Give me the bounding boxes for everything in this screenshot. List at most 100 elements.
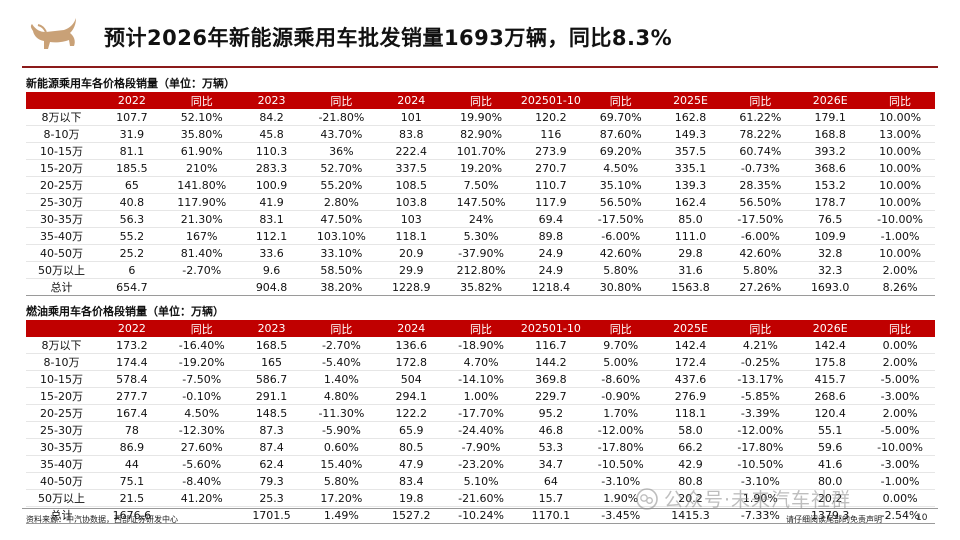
nev-col-header: 同比 bbox=[306, 92, 377, 109]
table-cell: 9.70% bbox=[585, 337, 656, 354]
table-cell: 61.90% bbox=[166, 142, 237, 160]
table-cell: 32.3 bbox=[795, 261, 866, 279]
row-label: 10-15万 bbox=[26, 370, 97, 388]
table-cell: 83.8 bbox=[376, 125, 447, 143]
table-row: 8万以下 173.2 -16.40% 168.5 -2.70% 136.6 -18.90% 1… bbox=[26, 337, 935, 354]
table-cell: -11.30% bbox=[306, 404, 377, 422]
table-cell: 80.0 bbox=[795, 472, 866, 490]
table-cell: -0.10% bbox=[166, 387, 237, 405]
table-cell: 20.2 bbox=[795, 489, 866, 507]
table-cell: 1228.9 bbox=[376, 278, 447, 296]
table-cell: 10.00% bbox=[865, 109, 935, 126]
table-cell: 103.10% bbox=[306, 227, 377, 245]
table-cell: 34.7 bbox=[515, 455, 586, 473]
table-cell: 15.40% bbox=[306, 455, 377, 473]
table-cell: -17.80% bbox=[585, 438, 656, 456]
table-row: 10-15万 81.1 61.90% 110.3 36% 222.4 101.70% 273.… bbox=[26, 142, 935, 160]
table-cell: 117.9 bbox=[515, 193, 586, 211]
table-cell: 1218.4 bbox=[515, 278, 586, 296]
table-cell: 15.7 bbox=[515, 489, 586, 507]
table-cell: 35.80% bbox=[166, 125, 237, 143]
table-cell: 6 bbox=[97, 261, 167, 279]
table-cell: 76.5 bbox=[795, 210, 866, 228]
ice-col-header: 2022 bbox=[97, 320, 167, 337]
table-cell: 9.6 bbox=[236, 261, 307, 279]
table-cell: 4.80% bbox=[306, 387, 377, 405]
table-cell: 276.9 bbox=[655, 387, 726, 405]
table-cell: 56.50% bbox=[585, 193, 656, 211]
table-cell: 62.4 bbox=[236, 455, 307, 473]
table-cell: 4.70% bbox=[446, 353, 516, 371]
table-row: 50万以上 6 -2.70% 9.6 58.50% 29.9 212.80% 24.9 5.80… bbox=[26, 261, 935, 279]
table-row: 15-20万 277.7 -0.10% 291.1 4.80% 294.1 1.00% 229… bbox=[26, 387, 935, 405]
title-divider bbox=[22, 66, 938, 68]
table-cell: 5.80% bbox=[725, 261, 796, 279]
table-cell: 41.9 bbox=[236, 193, 307, 211]
table-cell: 369.8 bbox=[515, 370, 586, 388]
table-cell: -3.39% bbox=[725, 404, 796, 422]
table-cell: 20.2 bbox=[655, 489, 726, 507]
table-cell: -0.73% bbox=[725, 159, 796, 177]
table-cell: 4.50% bbox=[166, 404, 237, 422]
table-cell: 79.3 bbox=[236, 472, 307, 490]
table-cell: 153.2 bbox=[795, 176, 866, 194]
row-label: 8万以下 bbox=[26, 337, 97, 354]
table-cell: 109.9 bbox=[795, 227, 866, 245]
table-cell: 5.10% bbox=[446, 472, 516, 490]
table-cell: -17.50% bbox=[585, 210, 656, 228]
table-cell: 168.5 bbox=[236, 337, 307, 354]
table-cell: 118.1 bbox=[655, 404, 726, 422]
table-cell: 335.1 bbox=[655, 159, 726, 177]
table-cell: -0.25% bbox=[725, 353, 796, 371]
table-cell: 19.20% bbox=[446, 159, 516, 177]
table-cell: 83.1 bbox=[236, 210, 307, 228]
ice-col-header: 2024 bbox=[376, 320, 447, 337]
table-cell: 268.6 bbox=[795, 387, 866, 405]
table-cell: 1.90% bbox=[585, 489, 656, 507]
ice-col-header: 同比 bbox=[585, 320, 656, 337]
table-cell: 21.30% bbox=[166, 210, 237, 228]
table-cell: 0.00% bbox=[865, 489, 935, 507]
nev-col-header: 同比 bbox=[725, 92, 796, 109]
table-cell: 87.4 bbox=[236, 438, 307, 456]
table-cell: 42.9 bbox=[655, 455, 726, 473]
row-label: 25-30万 bbox=[26, 193, 97, 211]
disclaimer-link[interactable]: 请仔细阅读尾部的免责声明 bbox=[786, 515, 882, 524]
table-cell: 19.8 bbox=[376, 489, 447, 507]
table-cell: 294.1 bbox=[376, 387, 447, 405]
table-cell: -17.50% bbox=[725, 210, 796, 228]
table-cell: 17.20% bbox=[306, 489, 377, 507]
table-cell: 415.7 bbox=[795, 370, 866, 388]
table-cell: -5.00% bbox=[865, 370, 935, 388]
table-cell: 64 bbox=[515, 472, 586, 490]
nev-col-header: 同比 bbox=[865, 92, 935, 109]
table-cell: -6.00% bbox=[725, 227, 796, 245]
table-cell: 277.7 bbox=[97, 387, 167, 405]
nev-table-title: 新能源乘用车各价格段销量（单位：万辆） bbox=[26, 77, 235, 90]
table-cell: 101 bbox=[376, 109, 447, 126]
table-cell: 66.2 bbox=[655, 438, 726, 456]
table-cell: 291.1 bbox=[236, 387, 307, 405]
table-cell: -10.00% bbox=[865, 210, 935, 228]
table-row: 40-50万 25.2 81.40% 33.6 33.10% 20.9 -37.90% 24.… bbox=[26, 244, 935, 262]
table-cell: 32.8 bbox=[795, 244, 866, 262]
table-cell: 117.90% bbox=[166, 193, 237, 211]
table-cell: 4.21% bbox=[725, 337, 796, 354]
table-row: 50万以上 21.5 41.20% 25.3 17.20% 19.8 -21.60% 15.7… bbox=[26, 489, 935, 507]
table-cell: 103.8 bbox=[376, 193, 447, 211]
table-cell: -21.80% bbox=[306, 109, 377, 126]
table-cell: 2.00% bbox=[865, 261, 935, 279]
table-cell: 82.90% bbox=[446, 125, 516, 143]
table-cell: 168.8 bbox=[795, 125, 866, 143]
table-cell: -2.54% bbox=[865, 506, 935, 524]
table-cell: 69.70% bbox=[585, 109, 656, 126]
table-cell: -17.80% bbox=[725, 438, 796, 456]
ice-header-row: 2022 同比 2023 同比 2024 同比 202501-10 同比 2025E 同比 2026… bbox=[26, 320, 935, 337]
table-cell: 174.4 bbox=[97, 353, 167, 371]
table-cell: 283.3 bbox=[236, 159, 307, 177]
table-cell: 175.8 bbox=[795, 353, 866, 371]
ice-col-header: 2023 bbox=[236, 320, 307, 337]
table-cell: 7.50% bbox=[446, 176, 516, 194]
table-cell: -21.60% bbox=[446, 489, 516, 507]
row-label: 40-50万 bbox=[26, 472, 97, 490]
